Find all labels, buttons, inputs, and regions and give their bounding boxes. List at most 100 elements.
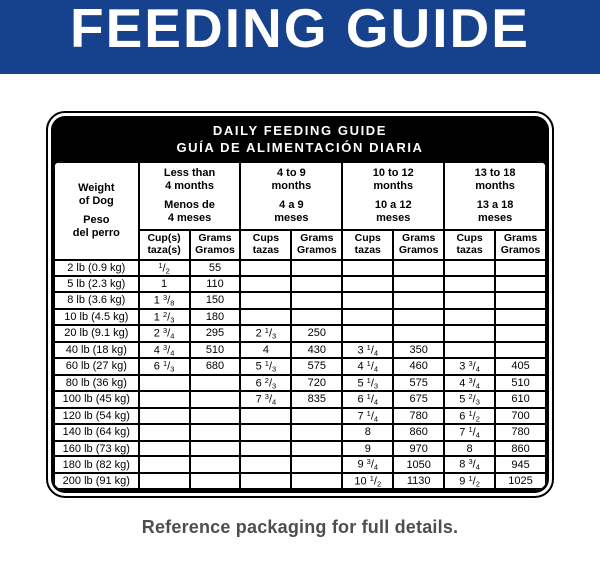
value-cell: 945 <box>494 455 547 474</box>
value-cell <box>239 275 293 294</box>
table-row: 180 lb (82 kg) 9 3/4 1050 8 3/4 945 <box>53 455 547 474</box>
value-cell <box>392 324 446 343</box>
age-group-4to9-es: 4 a 9 meses <box>274 199 309 225</box>
value-cell <box>239 258 293 278</box>
value-cell: 510 <box>188 340 242 360</box>
weight-cell: 200 lb (91 kg) <box>53 471 140 491</box>
value-cell <box>494 275 547 294</box>
value-cell <box>494 324 547 343</box>
value-cell <box>188 455 242 474</box>
value-cell: 9 1/2 <box>443 471 497 491</box>
unit-header-row: Cup(s) taza(s) Grams Gramos Cups tazas G… <box>54 229 547 261</box>
value-cell <box>188 390 242 409</box>
value-cell: 6 1/3 <box>137 357 191 376</box>
age-group-10to12-en: 10 to 12 months <box>372 167 414 193</box>
table-row: 40 lb (18 kg) 4 3/4 510 4 430 3 1/4 350 <box>53 340 547 360</box>
value-cell: 4 <box>239 340 293 360</box>
value-cell: 720 <box>290 373 344 393</box>
value-cell <box>137 439 191 458</box>
value-cell <box>341 291 395 310</box>
value-cell: 8 <box>443 439 497 458</box>
feeding-table: Weight of Dog Peso del perro Less than 4… <box>53 161 547 491</box>
value-cell: 780 <box>494 423 547 442</box>
value-cell: 1130 <box>392 471 446 491</box>
value-cell: 2 3/4 <box>137 324 191 343</box>
value-cell: 3 3/4 <box>443 357 497 376</box>
value-cell: 610 <box>494 390 547 409</box>
value-cell <box>494 307 547 327</box>
weight-cell: 60 lb (27 kg) <box>53 357 140 376</box>
age-group-13to18-es: 13 a 18 meses <box>476 199 514 225</box>
table-row: 140 lb (64 kg) 8 860 7 1/4 780 <box>53 423 547 442</box>
table-row: 200 lb (91 kg) 10 1/2 1130 9 1/2 1025 <box>53 471 547 491</box>
value-cell <box>290 406 344 426</box>
value-cell: 1025 <box>494 471 547 491</box>
value-cell: 680 <box>188 357 242 376</box>
value-cell <box>494 340 547 360</box>
table-row: 5 lb (2.3 kg) 1 110 <box>53 275 547 294</box>
weight-cell: 100 lb (45 kg) <box>53 390 140 409</box>
value-cell: 250 <box>290 324 344 343</box>
table-title-en: DAILY FEEDING GUIDE <box>212 123 388 138</box>
table-row: 60 lb (27 kg) 6 1/3 680 5 1/3 575 4 1/4 460 3 3… <box>53 357 547 376</box>
value-cell <box>494 258 547 278</box>
cups-header-4to9: Cups tazas <box>239 229 293 261</box>
value-cell <box>341 258 395 278</box>
value-cell <box>443 291 497 310</box>
value-cell <box>290 275 344 294</box>
value-cell: 860 <box>392 423 446 442</box>
grams-header-13to18: Grams Gramos <box>494 229 547 261</box>
age-group-10to12-es: 10 a 12 meses <box>374 199 412 225</box>
cups-header-13to18: Cups tazas <box>443 229 497 261</box>
value-cell: 700 <box>494 406 547 426</box>
value-cell <box>239 471 293 491</box>
weight-cell: 40 lb (18 kg) <box>53 340 140 360</box>
value-cell: 2 1/3 <box>239 324 293 343</box>
value-cell <box>188 406 242 426</box>
value-cell: 5 1/3 <box>239 357 293 376</box>
weight-cell: 160 lb (73 kg) <box>53 439 140 458</box>
value-cell: 7 1/4 <box>443 423 497 442</box>
value-cell <box>494 291 547 310</box>
value-cell <box>188 471 242 491</box>
value-cell <box>443 258 497 278</box>
age-group-13to18-en: 13 to 18 months <box>474 167 516 193</box>
value-cell <box>188 373 242 393</box>
grams-header-lt4: Grams Gramos <box>188 229 242 261</box>
weight-cell: 80 lb (36 kg) <box>53 373 140 393</box>
table-row: 20 lb (9.1 kg) 2 3/4 295 2 1/3 250 <box>53 324 547 343</box>
value-cell: 180 <box>188 307 242 327</box>
value-cell <box>137 423 191 442</box>
value-cell <box>290 423 344 442</box>
weight-cell: 140 lb (64 kg) <box>53 423 140 442</box>
value-cell: 780 <box>392 406 446 426</box>
value-cell: 860 <box>494 439 547 458</box>
value-cell: 10 1/2 <box>341 471 395 491</box>
table-row: 10 lb (4.5 kg) 1 2/3 180 <box>53 307 547 327</box>
value-cell <box>443 324 497 343</box>
value-cell <box>137 390 191 409</box>
table-row: 160 lb (73 kg) 9 970 8 860 <box>53 439 547 458</box>
weight-column-header: Weight of Dog Peso del perro <box>53 161 140 261</box>
value-cell: 1 2/3 <box>137 307 191 327</box>
value-cell: 1 3/8 <box>137 291 191 310</box>
value-cell: 4 1/4 <box>341 357 395 376</box>
table-title: DAILY FEEDING GUIDE GUÍA DE ALIMENTACIÓN… <box>51 116 549 161</box>
value-cell: 110 <box>188 275 242 294</box>
value-cell <box>341 307 395 327</box>
weight-cell: 20 lb (9.1 kg) <box>53 324 140 343</box>
table-row: 80 lb (36 kg) 6 2/3 720 5 1/3 575 4 3/4 510 <box>53 373 547 393</box>
value-cell: 3 1/4 <box>341 340 395 360</box>
value-cell: 6 1/2 <box>443 406 497 426</box>
value-cell <box>137 406 191 426</box>
weight-cell: 120 lb (54 kg) <box>53 406 140 426</box>
age-group-header-10to12: 10 to 12 months 10 a 12 meses <box>341 161 446 232</box>
value-cell <box>392 275 446 294</box>
value-cell <box>341 324 395 343</box>
footer-note: Reference packaging for full details. <box>141 517 459 538</box>
cups-header-10to12: Cups tazas <box>341 229 395 261</box>
value-cell: 9 3/4 <box>341 455 395 474</box>
banner-title: FEEDING GUIDE <box>70 0 530 59</box>
weight-cell: 8 lb (3.6 kg) <box>53 291 140 310</box>
age-group-header-4to9: 4 to 9 months 4 a 9 meses <box>239 161 344 232</box>
